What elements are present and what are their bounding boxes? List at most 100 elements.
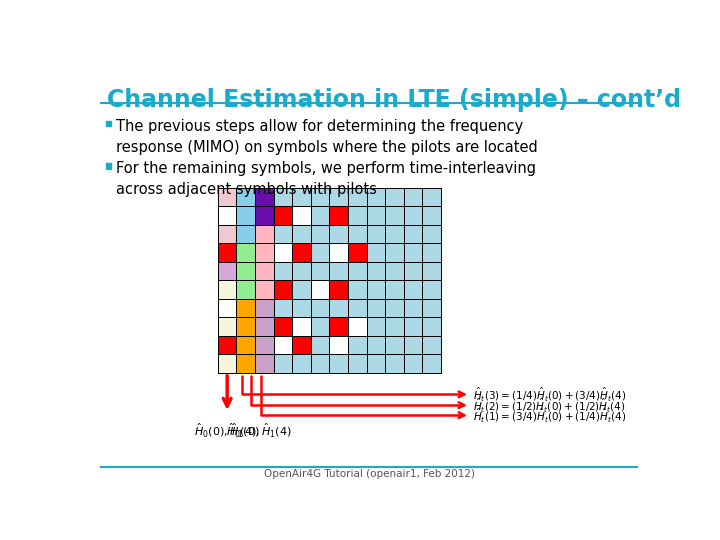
Bar <box>255 244 274 262</box>
Bar <box>218 299 236 318</box>
Bar <box>311 318 330 336</box>
Text: For the remaining symbols, we perform time-interleaving
across adjacent symbols : For the remaining symbols, we perform ti… <box>117 161 536 197</box>
Bar <box>330 225 348 244</box>
Bar <box>330 318 348 336</box>
Bar <box>255 280 274 299</box>
Bar <box>404 262 423 280</box>
Bar <box>292 225 311 244</box>
Bar <box>330 262 348 280</box>
Bar <box>404 206 423 225</box>
Bar <box>423 206 441 225</box>
Bar <box>385 206 404 225</box>
Bar <box>218 354 236 373</box>
Bar <box>274 354 292 373</box>
Bar <box>385 225 404 244</box>
Bar <box>255 354 274 373</box>
Bar <box>348 280 366 299</box>
Bar <box>236 336 255 354</box>
Bar <box>330 336 348 354</box>
Bar <box>423 299 441 318</box>
Bar <box>404 225 423 244</box>
Text: The previous steps allow for determining the frequency
response (MIMO) on symbol: The previous steps allow for determining… <box>117 119 538 154</box>
Bar <box>255 262 274 280</box>
Bar <box>385 318 404 336</box>
Bar <box>311 299 330 318</box>
Bar <box>274 280 292 299</box>
Bar <box>348 354 366 373</box>
Bar <box>348 299 366 318</box>
Bar <box>218 262 236 280</box>
Bar <box>292 206 311 225</box>
Text: $\hat{H}_t(1) = (3/4)\hat{H}_t(0) + (1/4)\hat{H}_t(4)$: $\hat{H}_t(1) = (3/4)\hat{H}_t(0) + (1/4… <box>473 406 626 424</box>
Bar <box>348 188 366 206</box>
Bar <box>274 206 292 225</box>
Bar <box>292 188 311 206</box>
Bar <box>255 318 274 336</box>
Bar <box>366 299 385 318</box>
Bar <box>274 318 292 336</box>
Bar <box>311 188 330 206</box>
Bar <box>236 299 255 318</box>
Bar <box>218 318 236 336</box>
Bar <box>274 206 292 225</box>
Bar <box>292 244 311 262</box>
Bar <box>218 354 236 373</box>
Bar <box>292 336 311 354</box>
Bar <box>218 336 236 354</box>
Bar <box>330 280 348 299</box>
Bar <box>348 206 366 225</box>
Bar <box>292 318 311 336</box>
Bar <box>423 318 441 336</box>
Bar <box>385 354 404 373</box>
Bar <box>311 206 330 225</box>
Bar <box>385 280 404 299</box>
Bar <box>218 262 236 280</box>
Bar <box>255 299 274 318</box>
Bar <box>274 244 292 262</box>
Bar <box>218 206 236 225</box>
Bar <box>330 354 348 373</box>
Bar <box>385 299 404 318</box>
Bar <box>274 188 292 206</box>
Bar <box>106 121 111 126</box>
Bar <box>218 244 236 262</box>
Text: Channel Estimation in LTE (simple) – cont’d: Channel Estimation in LTE (simple) – con… <box>107 88 681 112</box>
Bar <box>255 336 274 354</box>
Bar <box>255 280 274 299</box>
Bar <box>218 225 236 244</box>
Bar <box>311 244 330 262</box>
Bar <box>236 280 255 299</box>
Bar <box>292 318 311 336</box>
Bar <box>330 244 348 262</box>
Bar <box>330 206 348 225</box>
Bar <box>423 225 441 244</box>
Bar <box>236 318 255 336</box>
Bar <box>366 188 385 206</box>
Bar <box>423 280 441 299</box>
Bar <box>423 354 441 373</box>
Bar <box>218 318 236 336</box>
Bar <box>404 280 423 299</box>
Bar <box>236 244 255 262</box>
Text: $\hat{H}_0(0), \hat{H}_1(0)$: $\hat{H}_0(0), \hat{H}_1(0)$ <box>194 421 260 438</box>
Bar <box>311 336 330 354</box>
Bar <box>366 336 385 354</box>
Bar <box>218 244 236 262</box>
Bar <box>423 336 441 354</box>
Bar <box>274 225 292 244</box>
Bar <box>348 336 366 354</box>
Bar <box>311 225 330 244</box>
Bar <box>404 299 423 318</box>
Bar <box>236 225 255 244</box>
Bar <box>348 262 366 280</box>
Bar <box>218 280 236 299</box>
Bar <box>218 225 236 244</box>
Bar <box>292 354 311 373</box>
Bar <box>330 206 348 225</box>
Bar <box>218 280 236 299</box>
Bar <box>385 188 404 206</box>
Bar <box>218 336 236 354</box>
Bar <box>348 244 366 262</box>
Bar <box>385 336 404 354</box>
Bar <box>236 188 255 206</box>
